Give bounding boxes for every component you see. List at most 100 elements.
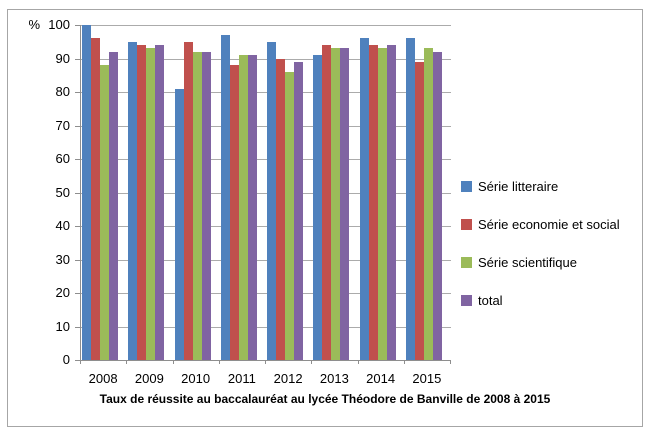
y-axis-label: 70	[55, 117, 70, 133]
y-axis-label: 20	[55, 285, 70, 300]
legend-color-swatch	[461, 256, 472, 268]
bar	[183, 41, 193, 360]
y-axis-label: 10	[55, 318, 70, 334]
bar	[276, 58, 285, 360]
bar-group	[81, 25, 127, 360]
bar	[247, 55, 257, 360]
legend-label: total	[478, 292, 503, 308]
bar	[220, 35, 230, 360]
bar	[155, 45, 165, 360]
gridline	[81, 159, 451, 160]
y-axis-label: 0	[62, 352, 70, 367]
bar	[377, 48, 387, 360]
x-axis-tick	[172, 360, 174, 364]
bar	[91, 38, 100, 360]
bar	[432, 51, 442, 360]
bar	[128, 41, 138, 360]
legend-item: Série litteraire	[461, 178, 558, 194]
bar	[368, 45, 378, 360]
bar	[82, 25, 91, 360]
bar-group	[174, 25, 220, 360]
gridline	[81, 25, 451, 26]
x-axis-tick	[80, 360, 81, 364]
y-axis-tick	[75, 259, 80, 261]
bar	[405, 38, 415, 360]
y-axis-label: 80	[55, 84, 70, 99]
legend-item: Série scientifique	[461, 254, 577, 270]
bar	[109, 51, 118, 360]
x-axis-tick	[450, 360, 451, 364]
x-axis-label: 2010	[181, 371, 211, 386]
bar	[340, 48, 350, 360]
bar	[174, 88, 184, 360]
bar	[313, 55, 323, 360]
y-axis-tick	[75, 293, 80, 294]
chart-caption: Taux de réussite au baccalauréat au lycé…	[99, 392, 551, 406]
bar	[285, 71, 294, 360]
bar	[386, 45, 396, 360]
legend-color-swatch	[461, 294, 472, 306]
bar	[201, 51, 211, 360]
bar	[423, 48, 433, 360]
bar	[294, 61, 303, 360]
gridline	[81, 226, 451, 227]
chart-frame: % 0 10 20 30 40 50 60 70 80 90 100 2008 2009 2010 201…	[7, 9, 643, 427]
bar-group	[405, 25, 451, 360]
bar-group	[220, 25, 266, 360]
bar	[238, 55, 248, 360]
x-axis-tick	[218, 360, 220, 364]
y-axis-label: 100	[48, 17, 70, 32]
bar	[137, 45, 147, 360]
gridline	[81, 192, 451, 194]
bar	[267, 41, 276, 360]
x-axis: 2008 2009 2010 2011 2012 2013 2014 2015	[80, 371, 450, 387]
y-axis-tick	[75, 192, 80, 194]
legend-color-swatch	[461, 180, 472, 192]
x-axis-tick	[126, 360, 128, 364]
x-axis-label: 2012	[273, 371, 303, 386]
y-axis-label: 90	[55, 50, 70, 66]
bar-group	[127, 25, 173, 360]
y-axis-tick	[75, 25, 80, 26]
bar	[100, 65, 109, 360]
y-axis-label: 30	[55, 251, 70, 267]
gridline	[81, 293, 451, 294]
y-axis-tick	[75, 326, 80, 328]
x-axis-tick	[311, 360, 313, 364]
plot-area	[80, 25, 451, 361]
legend-label: Série scientifique	[478, 254, 577, 270]
legend-color-swatch	[461, 218, 472, 230]
x-axis-label: 2011	[227, 371, 256, 386]
x-axis-tick	[403, 360, 405, 364]
bar-group	[359, 25, 405, 360]
gridline	[81, 259, 451, 261]
bar-group	[266, 25, 312, 360]
gridline	[81, 58, 451, 60]
bar	[322, 45, 332, 360]
bar-group	[312, 25, 358, 360]
y-axis-tick	[75, 125, 80, 127]
y-axis-tick	[75, 360, 80, 361]
y-axis-tick	[75, 58, 80, 60]
y-axis-unit-label: %	[28, 17, 40, 32]
y-axis-label: 50	[55, 184, 70, 200]
bar	[192, 51, 202, 360]
bar	[414, 61, 424, 360]
x-axis-label: 2015	[412, 371, 442, 386]
gridline	[81, 125, 451, 127]
legend-label: Série economie et social	[478, 216, 620, 232]
x-axis-label: 2013	[319, 371, 349, 386]
y-axis-tick	[75, 159, 80, 160]
gridline	[81, 326, 451, 328]
bar	[359, 38, 369, 360]
legend-item: total	[461, 292, 503, 308]
y-axis-tick	[75, 226, 80, 227]
y-axis-label: 40	[55, 218, 70, 233]
bar	[229, 65, 239, 360]
legend-label: Série litteraire	[478, 178, 559, 194]
gridline	[81, 92, 451, 93]
y-axis-tick	[75, 92, 80, 93]
bar	[146, 48, 156, 360]
x-axis-label: 2008	[88, 371, 118, 386]
